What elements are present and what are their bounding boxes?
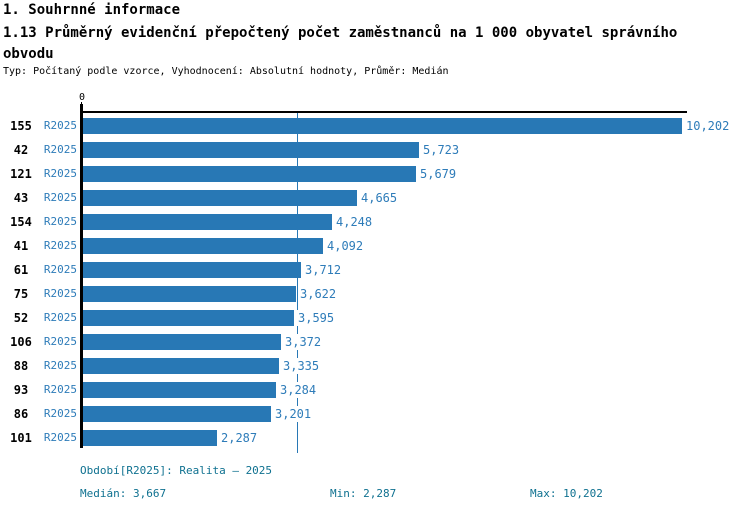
row-category-label: 154 xyxy=(10,215,32,229)
value-bar xyxy=(83,142,419,158)
value-bar xyxy=(83,262,301,278)
value-bar xyxy=(83,214,332,230)
x-axis-zero-label: 0 xyxy=(78,92,86,103)
row-period-label: R2025 xyxy=(43,431,77,444)
row-period-label: R2025 xyxy=(43,119,77,132)
row-period-label: R2025 xyxy=(43,407,77,420)
min-stat: Min: 2,287 xyxy=(330,487,397,500)
value-bar xyxy=(83,430,217,446)
median-line xyxy=(297,113,298,453)
value-bar xyxy=(83,382,276,398)
row-period-label: R2025 xyxy=(43,215,77,228)
bar-value-label: 4,248 xyxy=(335,214,374,230)
value-bar xyxy=(83,334,281,350)
row-period-label: R2025 xyxy=(43,335,77,348)
row-period-label: R2025 xyxy=(43,359,77,372)
y-axis-line xyxy=(80,104,83,448)
value-bar xyxy=(83,166,416,182)
row-category-label: 93 xyxy=(13,383,29,397)
row-period-label: R2025 xyxy=(43,239,77,252)
bar-value-label: 4,665 xyxy=(360,190,399,206)
row-period-label: R2025 xyxy=(43,311,77,324)
max-stat: Max: 10,202 xyxy=(530,487,603,500)
row-period-label: R2025 xyxy=(43,383,77,396)
value-bar xyxy=(83,286,296,302)
section-title: 1. Souhrnné informace xyxy=(3,2,181,18)
value-bar xyxy=(83,118,682,134)
value-bar xyxy=(83,406,271,422)
value-bar xyxy=(83,358,279,374)
row-period-label: R2025 xyxy=(43,191,77,204)
bar-value-label: 3,284 xyxy=(279,382,318,398)
x-axis-line xyxy=(80,111,687,113)
chart-settings-line: Typ: Počítaný podle vzorce, Vyhodnocení:… xyxy=(3,66,449,77)
row-category-label: 106 xyxy=(10,335,32,349)
bar-value-label: 3,595 xyxy=(297,310,336,326)
value-bar xyxy=(83,310,294,326)
bar-value-label: 3,335 xyxy=(282,358,321,374)
row-period-label: R2025 xyxy=(43,287,77,300)
row-period-label: R2025 xyxy=(43,263,77,276)
bar-value-label: 3,712 xyxy=(304,262,343,278)
period-info: Období[R2025]: Realita – 2025 xyxy=(80,464,273,477)
bar-value-label: 3,201 xyxy=(274,406,313,422)
bar-value-label: 10,202 xyxy=(685,118,731,134)
median-stat: Medián: 3,667 xyxy=(80,487,167,500)
page-title: 1.13 Průměrný evidenční přepočtený počet… xyxy=(3,25,678,62)
row-category-label: 86 xyxy=(13,407,29,421)
bar-value-label: 3,372 xyxy=(284,334,323,350)
bar-value-label: 5,679 xyxy=(419,166,458,182)
bar-value-label: 2,287 xyxy=(220,430,259,446)
row-category-label: 88 xyxy=(13,359,29,373)
row-category-label: 61 xyxy=(13,263,29,277)
value-bar xyxy=(83,238,323,254)
value-bar xyxy=(83,190,357,206)
row-category-label: 41 xyxy=(13,239,29,253)
bar-value-label: 4,092 xyxy=(326,238,365,254)
bar-value-label: 5,723 xyxy=(422,142,461,158)
bar-value-label: 3,622 xyxy=(299,286,338,302)
row-category-label: 42 xyxy=(13,143,29,157)
row-category-label: 52 xyxy=(13,311,29,325)
row-category-label: 121 xyxy=(10,167,32,181)
row-category-label: 101 xyxy=(10,431,32,445)
row-period-label: R2025 xyxy=(43,167,77,180)
row-category-label: 75 xyxy=(13,287,29,301)
row-category-label: 43 xyxy=(13,191,29,205)
row-category-label: 155 xyxy=(10,119,32,133)
row-period-label: R2025 xyxy=(43,143,77,156)
